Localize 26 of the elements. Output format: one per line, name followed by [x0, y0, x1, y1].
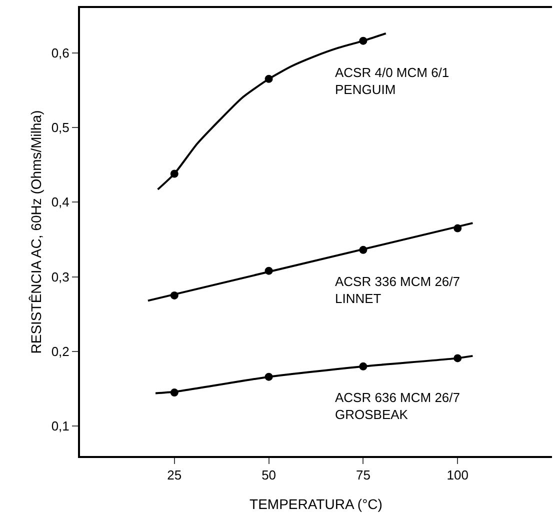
- point: [359, 36, 368, 45]
- y-tick-label: 0,1: [51, 418, 70, 434]
- point: [264, 372, 273, 381]
- y-tick-label: 0,4: [51, 194, 70, 210]
- point: [359, 362, 368, 370]
- x-tick-label: 100: [446, 468, 468, 483]
- x-tick-label: 25: [167, 468, 182, 483]
- point: [359, 246, 368, 254]
- point: [454, 224, 462, 232]
- y-axis-title: RESISTÊNCIA AC, 60Hz (Ohms/Milha): [28, 110, 44, 354]
- y-tick-label: 0,5: [51, 120, 70, 136]
- point: [170, 388, 178, 397]
- point: [264, 266, 273, 275]
- text: ACSR 4/0 MCM 6/1 PENGUIM: [335, 65, 450, 97]
- point: [170, 170, 178, 178]
- point: [454, 354, 462, 362]
- point: [264, 74, 273, 83]
- x-tick-label: 50: [262, 468, 276, 483]
- point: [170, 291, 178, 300]
- y-tick-label: 0,3: [51, 269, 70, 284]
- text: ACSR 636 MCM 26/7 GROSBEAK: [335, 390, 460, 422]
- x-axis-title: TEMPERATURA (°C): [250, 496, 382, 512]
- y-tick-label: 0,6: [51, 45, 70, 60]
- y-tick-label: 0,2: [51, 344, 70, 360]
- x-tick-label: 75: [356, 468, 370, 483]
- text: ACSR 336 MCM 26/7 LINNET: [335, 274, 460, 306]
